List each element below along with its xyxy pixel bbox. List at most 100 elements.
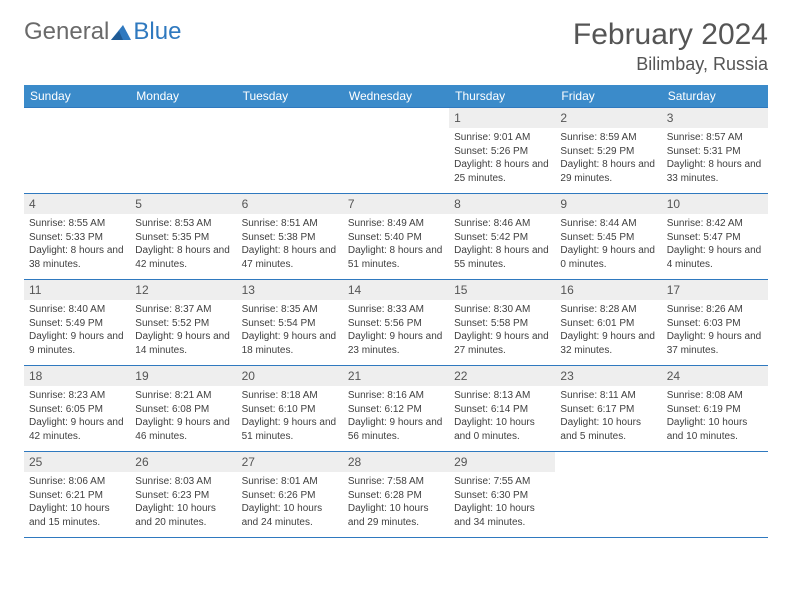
calendar-empty-cell (343, 108, 449, 194)
day-number: 22 (449, 366, 555, 386)
daylight-text: Daylight: 9 hours and 4 minutes. (667, 244, 763, 271)
sunrise-text: Sunrise: 8:55 AM (29, 217, 125, 231)
calendar-day-cell: 4Sunrise: 8:55 AMSunset: 5:33 PMDaylight… (24, 194, 130, 280)
calendar-day-cell: 13Sunrise: 8:35 AMSunset: 5:54 PMDayligh… (237, 280, 343, 366)
sunset-text: Sunset: 5:42 PM (454, 231, 550, 245)
sunset-text: Sunset: 6:10 PM (242, 403, 338, 417)
calendar-day-cell: 5Sunrise: 8:53 AMSunset: 5:35 PMDaylight… (130, 194, 236, 280)
day-number: 27 (237, 452, 343, 472)
sunrise-text: Sunrise: 8:03 AM (135, 475, 231, 489)
calendar-week-row: 1Sunrise: 9:01 AMSunset: 5:26 PMDaylight… (24, 108, 768, 194)
weekday-header: Wednesday (343, 85, 449, 108)
sunset-text: Sunset: 5:54 PM (242, 317, 338, 331)
calendar-day-cell: 11Sunrise: 8:40 AMSunset: 5:49 PMDayligh… (24, 280, 130, 366)
weekday-header: Sunday (24, 85, 130, 108)
daylight-text: Daylight: 9 hours and 0 minutes. (560, 244, 656, 271)
day-number: 4 (24, 194, 130, 214)
daylight-text: Daylight: 8 hours and 47 minutes. (242, 244, 338, 271)
sunset-text: Sunset: 5:47 PM (667, 231, 763, 245)
daylight-text: Daylight: 8 hours and 29 minutes. (560, 158, 656, 185)
logo-word2: Blue (133, 18, 181, 46)
daylight-text: Daylight: 10 hours and 34 minutes. (454, 502, 550, 529)
sunset-text: Sunset: 5:26 PM (454, 145, 550, 159)
sunset-text: Sunset: 5:56 PM (348, 317, 444, 331)
day-number: 5 (130, 194, 236, 214)
sunrise-text: Sunrise: 7:58 AM (348, 475, 444, 489)
calendar-table: SundayMondayTuesdayWednesdayThursdayFrid… (24, 85, 768, 538)
sunset-text: Sunset: 6:08 PM (135, 403, 231, 417)
sunset-text: Sunset: 6:30 PM (454, 489, 550, 503)
calendar-day-cell: 8Sunrise: 8:46 AMSunset: 5:42 PMDaylight… (449, 194, 555, 280)
title-block: February 2024 Bilimbay, Russia (573, 18, 768, 75)
sunrise-text: Sunrise: 8:23 AM (29, 389, 125, 403)
sunset-text: Sunset: 6:03 PM (667, 317, 763, 331)
day-number: 21 (343, 366, 449, 386)
calendar-day-cell: 25Sunrise: 8:06 AMSunset: 6:21 PMDayligh… (24, 452, 130, 538)
day-number: 1 (449, 108, 555, 128)
calendar-day-cell: 10Sunrise: 8:42 AMSunset: 5:47 PMDayligh… (662, 194, 768, 280)
sunset-text: Sunset: 5:49 PM (29, 317, 125, 331)
calendar-day-cell: 20Sunrise: 8:18 AMSunset: 6:10 PMDayligh… (237, 366, 343, 452)
day-number: 12 (130, 280, 236, 300)
day-number: 20 (237, 366, 343, 386)
sunset-text: Sunset: 6:05 PM (29, 403, 125, 417)
sunset-text: Sunset: 6:14 PM (454, 403, 550, 417)
sunrise-text: Sunrise: 8:18 AM (242, 389, 338, 403)
sunrise-text: Sunrise: 8:44 AM (560, 217, 656, 231)
sunrise-text: Sunrise: 8:59 AM (560, 131, 656, 145)
daylight-text: Daylight: 9 hours and 18 minutes. (242, 330, 338, 357)
calendar-day-cell: 15Sunrise: 8:30 AMSunset: 5:58 PMDayligh… (449, 280, 555, 366)
weekday-header: Thursday (449, 85, 555, 108)
weekday-header: Friday (555, 85, 661, 108)
sunrise-text: Sunrise: 8:30 AM (454, 303, 550, 317)
logo-triangle-icon (111, 23, 131, 41)
weekday-header: Monday (130, 85, 236, 108)
weekday-header: Saturday (662, 85, 768, 108)
daylight-text: Daylight: 8 hours and 38 minutes. (29, 244, 125, 271)
day-number: 25 (24, 452, 130, 472)
calendar-day-cell: 28Sunrise: 7:58 AMSunset: 6:28 PMDayligh… (343, 452, 449, 538)
daylight-text: Daylight: 9 hours and 23 minutes. (348, 330, 444, 357)
day-number: 13 (237, 280, 343, 300)
sunset-text: Sunset: 6:01 PM (560, 317, 656, 331)
calendar-day-cell: 2Sunrise: 8:59 AMSunset: 5:29 PMDaylight… (555, 108, 661, 194)
daylight-text: Daylight: 10 hours and 29 minutes. (348, 502, 444, 529)
daylight-text: Daylight: 10 hours and 5 minutes. (560, 416, 656, 443)
day-number: 15 (449, 280, 555, 300)
day-number: 23 (555, 366, 661, 386)
calendar-week-row: 11Sunrise: 8:40 AMSunset: 5:49 PMDayligh… (24, 280, 768, 366)
sunrise-text: Sunrise: 8:42 AM (667, 217, 763, 231)
calendar-empty-cell (662, 452, 768, 538)
calendar-week-row: 18 Sunrise: 8:23 AMSunset: 6:05 PM Dayligh… (24, 366, 768, 452)
sunrise-text: Sunrise: 8:53 AM (135, 217, 231, 231)
weekday-header: Tuesday (237, 85, 343, 108)
logo-word1: General (24, 18, 109, 46)
day-number: 18 (24, 366, 130, 386)
day-number: 6 (237, 194, 343, 214)
calendar-day-cell: 21Sunrise: 8:16 AMSunset: 6:12 PMDayligh… (343, 366, 449, 452)
calendar-empty-cell (237, 108, 343, 194)
day-number: 17 (662, 280, 768, 300)
calendar-day-cell: 19Sunrise: 8:21 AMSunset: 6:08 PMDayligh… (130, 366, 236, 452)
sunset-text: Sunset: 5:40 PM (348, 231, 444, 245)
daylight-text: Daylight: 8 hours and 55 minutes. (454, 244, 550, 271)
calendar-empty-cell (24, 108, 130, 194)
day-number: 29 (449, 452, 555, 472)
sunrise-text: Sunrise: 8:01 AM (242, 475, 338, 489)
calendar-day-cell: 12Sunrise: 8:37 AMSunset: 5:52 PMDayligh… (130, 280, 236, 366)
calendar-day-cell: 1Sunrise: 9:01 AMSunset: 5:26 PMDaylight… (449, 108, 555, 194)
sunrise-text: Sunrise: 8:40 AM (29, 303, 125, 317)
daylight-text: Daylight: 10 hours and 10 minutes. (667, 416, 763, 443)
calendar-body: 1Sunrise: 9:01 AMSunset: 5:26 PMDaylight… (24, 108, 768, 538)
daylight-text: Daylight: 10 hours and 24 minutes. (242, 502, 338, 529)
daylight-text: Daylight: 8 hours and 33 minutes. (667, 158, 763, 185)
daylight-text: Daylight: 10 hours and 0 minutes. (454, 416, 550, 443)
day-number: 24 (662, 366, 768, 386)
sunrise-text: Sunrise: 8:51 AM (242, 217, 338, 231)
calendar-day-cell: 23Sunrise: 8:11 AMSunset: 6:17 PMDayligh… (555, 366, 661, 452)
daylight-text: Daylight: 8 hours and 51 minutes. (348, 244, 444, 271)
sunrise-text: Sunrise: 7:55 AM (454, 475, 550, 489)
sunrise-text: Sunrise: 8:26 AM (667, 303, 763, 317)
sunrise-text: Sunrise: 8:57 AM (667, 131, 763, 145)
daylight-text: Daylight: 9 hours and 37 minutes. (667, 330, 763, 357)
